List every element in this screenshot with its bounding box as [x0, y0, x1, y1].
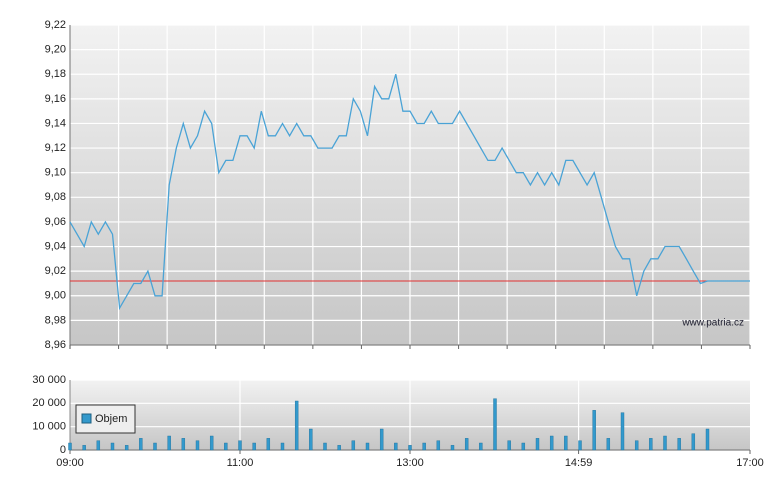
- volume-bar: [592, 410, 596, 451]
- y-tick-label: 9,06: [45, 216, 66, 228]
- volume-bar: [153, 442, 157, 451]
- legend-box: [75, 404, 136, 434]
- y-tick-label: 9,00: [45, 290, 66, 302]
- volume-bar: [224, 442, 228, 451]
- volume-bar: [195, 440, 200, 451]
- x-tick-label: 11:00: [227, 457, 254, 469]
- volume-bar: [82, 445, 86, 451]
- y-tick-label: 9,08: [45, 191, 66, 203]
- volume-bar: [110, 442, 115, 451]
- volume-bar: [578, 440, 582, 451]
- volume-bar: [337, 445, 341, 451]
- y-tick-label: 0: [60, 444, 66, 456]
- y-tick-label: 9,16: [45, 93, 66, 105]
- y-tick-label: 9,18: [45, 68, 66, 80]
- volume-bar: [507, 440, 511, 451]
- y-tick-label: 9,14: [45, 117, 66, 129]
- volume-bar: [96, 440, 101, 451]
- y-tick-label: 9,22: [45, 19, 66, 31]
- y-tick-label: 9,20: [45, 44, 66, 56]
- x-tick-label: 13:00: [396, 457, 424, 469]
- volume-bar: [252, 442, 256, 451]
- volume-bar: [181, 438, 186, 451]
- volume-bar: [436, 440, 441, 451]
- volume-bar: [408, 445, 412, 451]
- volume-bar: [691, 433, 696, 451]
- volume-bar: [450, 445, 455, 451]
- watermark: www.patria.cz: [681, 318, 744, 329]
- x-tick-label: 17:00: [736, 457, 764, 469]
- x-tick-label: 14:59: [565, 457, 593, 469]
- volume-bar: [167, 435, 171, 451]
- volume-bar: [620, 412, 625, 451]
- volume-bar: [238, 440, 242, 451]
- y-tick-label: 9,04: [45, 240, 66, 252]
- volume-bar: [649, 438, 653, 451]
- price-line: [69, 74, 750, 311]
- legend-swatch: [81, 413, 92, 424]
- volume-bar: [266, 438, 271, 451]
- volume-bar: [68, 442, 72, 451]
- volume-bar: [606, 438, 611, 451]
- volume-bar: [479, 442, 483, 451]
- volume-bar: [634, 440, 639, 451]
- x-tick-label: 09:00: [56, 457, 84, 469]
- volume-bar: [280, 442, 285, 451]
- volume-bar: [464, 438, 469, 451]
- y-tick-label: 9,10: [45, 167, 66, 179]
- volume-bar: [309, 428, 313, 451]
- y-tick-label: 20 000: [32, 397, 66, 409]
- volume-bar: [351, 440, 356, 451]
- y-tick-label: 9,02: [45, 265, 66, 277]
- volume-bar: [124, 445, 129, 451]
- volume-bar: [294, 400, 299, 451]
- volume-bar: [663, 435, 667, 451]
- y-tick-label: 8,98: [45, 314, 66, 326]
- volume-bar: [521, 442, 526, 451]
- volume-bar: [139, 438, 143, 451]
- y-tick-label: 30 000: [32, 374, 66, 386]
- y-tick-label: 8,96: [45, 339, 66, 351]
- volume-bar: [209, 435, 214, 451]
- volume-bar: [365, 442, 370, 451]
- volume-bar: [422, 442, 426, 451]
- volume-bar: [564, 435, 568, 451]
- y-tick-label: 10 000: [32, 421, 66, 433]
- volume-bar: [677, 438, 681, 451]
- volume-bar: [323, 442, 327, 451]
- volume-bar: [493, 398, 497, 451]
- volume-bar: [379, 428, 384, 451]
- volume-bar: [705, 428, 710, 451]
- legend-label: Objem: [95, 413, 127, 425]
- y-tick-label: 9,12: [45, 142, 66, 154]
- volume-bar: [535, 438, 540, 451]
- volume-bar: [394, 442, 398, 451]
- volume-bar: [549, 435, 554, 451]
